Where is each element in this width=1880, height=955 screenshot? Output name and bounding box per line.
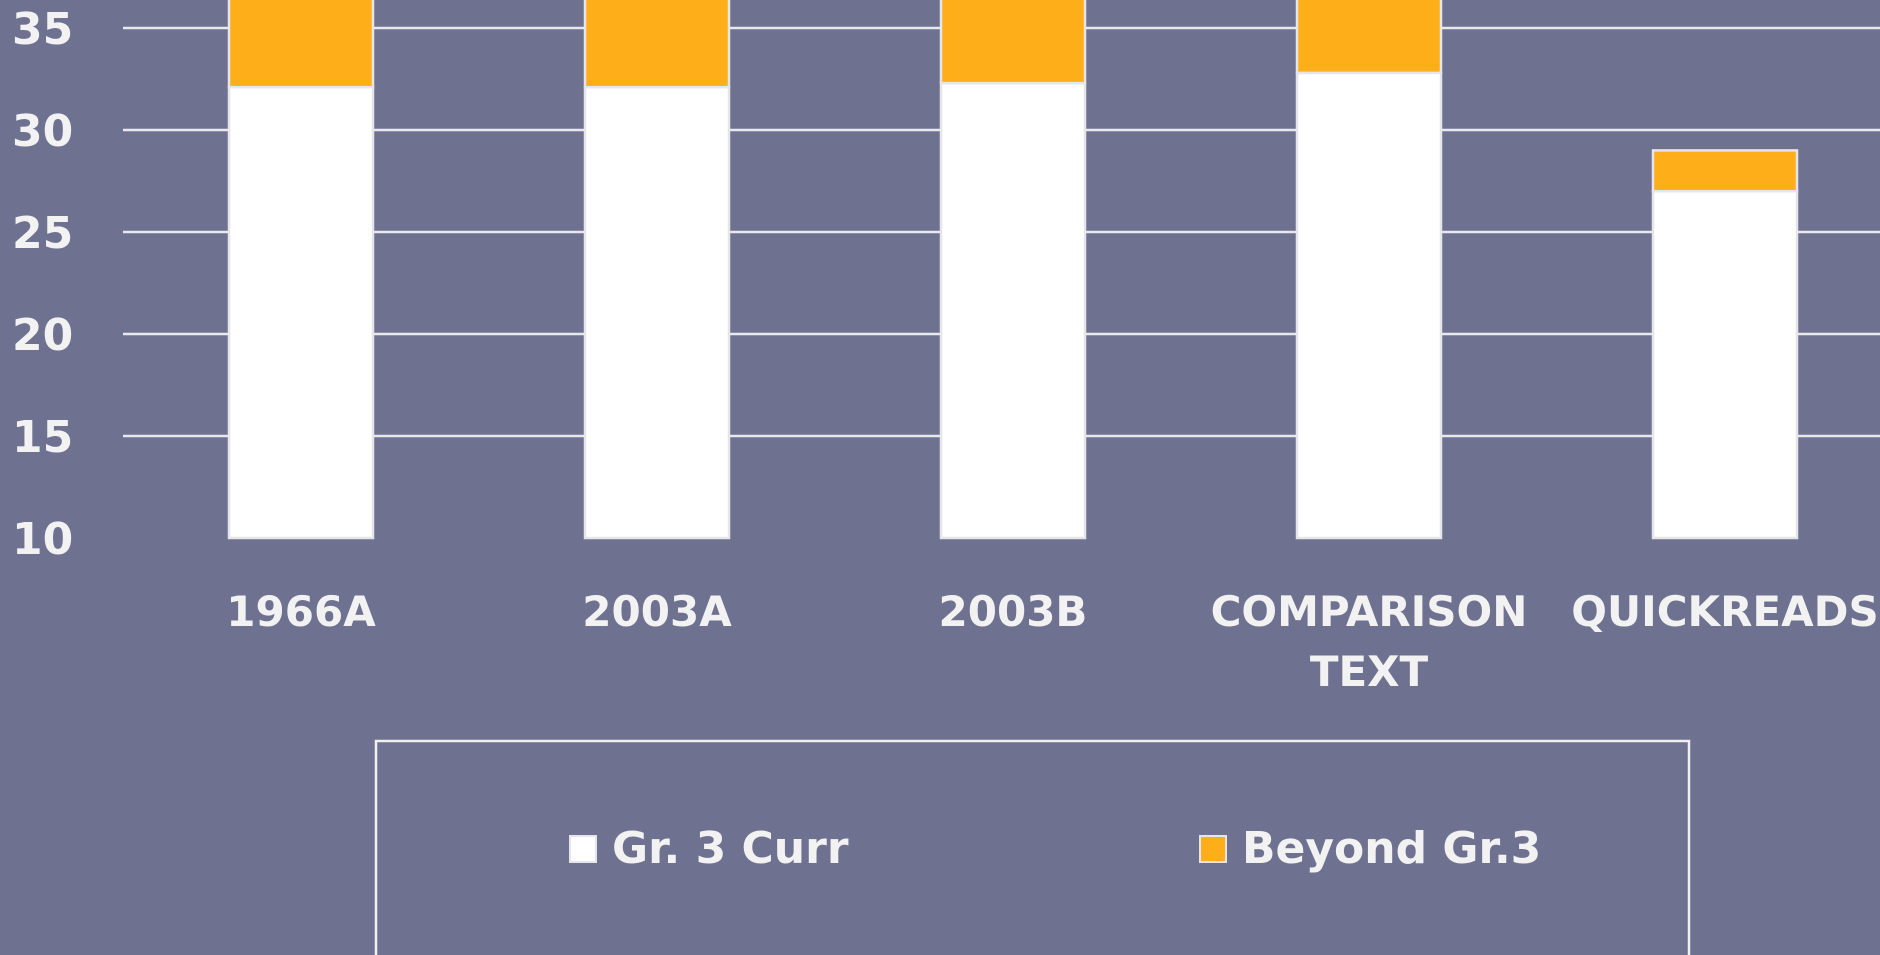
bar-segment [583,0,731,89]
x-tick-label: 2003A [582,587,732,636]
bar-segment [1295,71,1443,540]
legend-label: Gr. 3 Curr [612,823,849,874]
legend-swatch [569,835,597,863]
bar-segment [227,85,375,540]
x-tick-label: COMPARISON TEXT [1210,587,1528,696]
legend-label: Beyond Gr.3 [1242,823,1541,874]
x-tick-label: 1966A [226,587,376,636]
bar-segment [939,81,1087,540]
legend-swatch [1199,835,1227,863]
bar-segment [1651,149,1799,193]
bar-segment [939,0,1087,85]
y-tick-label: 15 [12,412,73,463]
x-tick-label: 2003B [938,587,1088,636]
y-tick-label: 20 [12,310,73,361]
bar-segment [1651,189,1799,540]
bar-segment [227,0,375,89]
bar-segment [583,85,731,540]
bar-segment [1295,0,1443,75]
x-tick-label: QUICKREADS [1571,587,1879,636]
y-tick-label: 35 [12,4,73,55]
y-tick-label: 10 [12,514,73,565]
y-tick-label: 30 [12,106,73,157]
y-tick-label: 25 [12,208,73,259]
legend-box [374,739,1691,955]
